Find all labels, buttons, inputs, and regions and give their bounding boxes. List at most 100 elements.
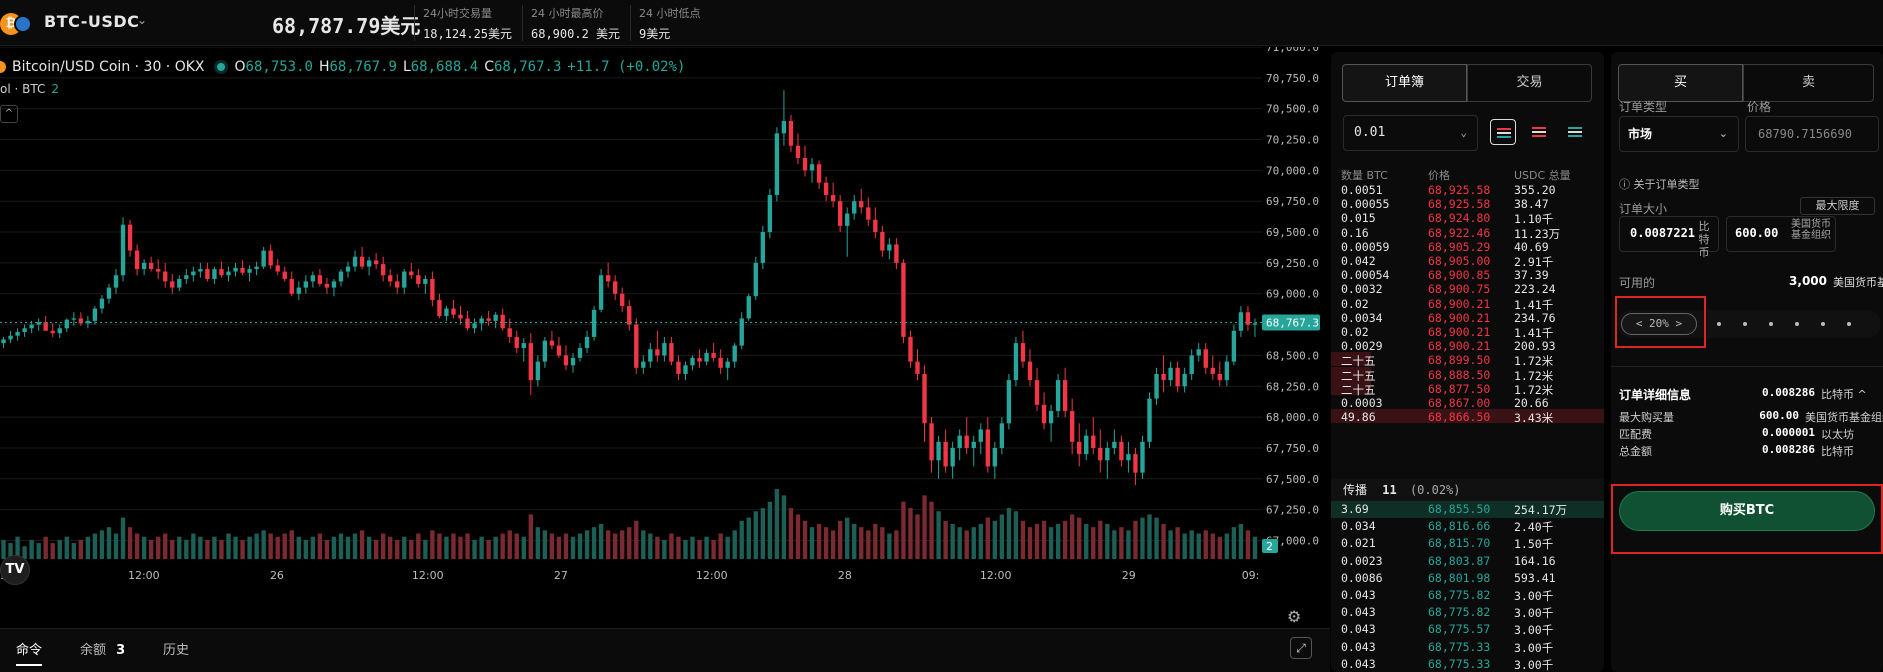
orderbook-qty: 0.015: [1341, 211, 1376, 226]
ask-row[interactable]: 二十五 68,899.50 1.72米: [1331, 352, 1604, 368]
candle-body: [880, 232, 885, 251]
detail-unit-max-buy: 美国货币基金组织: [1805, 411, 1883, 424]
pair-selector[interactable]: BTC-USDC: [44, 12, 140, 31]
notional-input[interactable]: 600.00 美国货币基金组织: [1726, 216, 1836, 252]
detail-value-total: 0.008286: [1762, 443, 1815, 456]
ask-row[interactable]: 0.0029 68,900.21 200.93: [1331, 338, 1604, 353]
orderbook-qty: 0.16: [1341, 225, 1369, 240]
slider-step[interactable]: [1769, 322, 1773, 326]
ask-row[interactable]: 二十五 68,877.50 1.72米: [1331, 380, 1604, 397]
candle-body: [507, 328, 512, 337]
order-details-toggle[interactable]: 比特币 ^: [1821, 388, 1867, 401]
orderbook-panel: 订单簿 交易 0.01 ⌄ 数量 BTC 价格 USDC 总量 0.0051 68,…: [1331, 52, 1604, 672]
candle-body: [971, 441, 976, 448]
size-input[interactable]: 0.0087221 比特币: [1619, 216, 1719, 259]
volume-bar: [64, 536, 69, 559]
volume-bar: [395, 539, 400, 559]
fullscreen-icon[interactable]: ⤢: [1290, 637, 1312, 659]
slider-step[interactable]: [1717, 322, 1721, 326]
size-slider-thumb[interactable]: < 20% >: [1621, 313, 1697, 335]
chevron-down-icon[interactable]: ⌄: [137, 13, 148, 27]
candle-body: [1147, 398, 1152, 442]
tab-trades[interactable]: 交易: [1467, 64, 1592, 102]
orderbook-price: 68,899.50: [1428, 353, 1491, 368]
ask-row[interactable]: 0.042 68,905.00 2.91千: [1331, 253, 1604, 269]
tab-orders[interactable]: 命令: [16, 639, 43, 666]
ask-row[interactable]: 0.00059 68,905.29 40.69: [1331, 239, 1604, 254]
collapse-legend-button[interactable]: ^: [0, 105, 18, 123]
volume-bar: [85, 536, 91, 559]
ask-row[interactable]: 0.0032 68,900.75 223.24: [1331, 281, 1604, 296]
tab-sell[interactable]: 卖: [1743, 64, 1874, 102]
tab-history[interactable]: 历史: [163, 643, 190, 658]
volume-bar: [373, 539, 379, 559]
ask-row[interactable]: 49.86 68,866.50 3.43米: [1331, 409, 1604, 425]
volume-bar: [669, 533, 674, 559]
volume-bar: [170, 539, 175, 559]
ask-row[interactable]: 0.00055 68,925.58 38.47: [1331, 196, 1604, 211]
order-type-select[interactable]: 市场 ⌄: [1619, 116, 1739, 152]
bid-row[interactable]: 0.043 68,775.33 3.00千: [1331, 639, 1604, 656]
slider-step[interactable]: [1821, 322, 1825, 326]
bid-row[interactable]: 0.043 68,775.82 3.00千: [1331, 604, 1604, 621]
bid-row[interactable]: 0.0023 68,803.87 164.16: [1331, 553, 1604, 570]
bid-row[interactable]: 0.043 68,775.57 3.00千: [1331, 621, 1604, 638]
price-chart[interactable]: 71,000.0 70,750.0 70,500.0 70,250.0 70,000.0…: [0, 47, 1322, 627]
slider-step[interactable]: [1743, 322, 1747, 326]
orderbook-price: 68,867.00: [1428, 396, 1491, 410]
tab-buy[interactable]: 买: [1618, 64, 1743, 102]
orderbook-total: 1.72米: [1514, 382, 1554, 397]
view-both-button[interactable]: [1490, 119, 1516, 145]
candle-body: [894, 244, 899, 263]
buy-btc-button[interactable]: 购买BTC: [1619, 491, 1875, 531]
price-input[interactable]: 68790.7156690: [1745, 116, 1879, 152]
view-asks-button[interactable]: [1526, 119, 1552, 145]
volume-bar: [226, 533, 231, 559]
bid-row[interactable]: 0.043 68,775.82 3.00千: [1331, 587, 1604, 604]
view-bids-button[interactable]: [1562, 119, 1588, 145]
bid-row[interactable]: 0.034 68,816.66 2.40千: [1331, 518, 1604, 535]
price-label: 价格: [1747, 100, 1772, 114]
candle-body: [1034, 380, 1040, 405]
y-axis-tick-label: 67,500.0: [1266, 473, 1319, 486]
slider-step[interactable]: [1795, 322, 1799, 326]
candle-body: [331, 281, 337, 288]
candlestick-chart[interactable]: 71,000.0 70,750.0 70,500.0 70,250.0 70,000.0…: [0, 47, 1322, 627]
ask-row[interactable]: 0.02 68,900.21 1.41千: [1331, 324, 1604, 340]
tradingview-logo[interactable]: TV: [0, 555, 30, 585]
ask-row[interactable]: 0.0051 68,925.58 355.20: [1331, 182, 1604, 197]
ask-row[interactable]: 0.0003 68,867.00 20.66: [1331, 395, 1604, 410]
slider-step[interactable]: [1847, 322, 1851, 326]
bid-row[interactable]: 0.043 68,775.33 3.00千: [1331, 656, 1604, 672]
ask-row[interactable]: 0.02 68,900.21 1.41千: [1331, 296, 1604, 312]
orderbook-price: 68,888.50: [1428, 367, 1491, 382]
candle-body: [788, 121, 794, 146]
tab-balances[interactable]: 余额 3: [80, 639, 125, 658]
tick-size-select[interactable]: 0.01 ⌄: [1343, 115, 1478, 151]
ask-row[interactable]: 二十五 68,888.50 1.72米: [1331, 366, 1604, 383]
ask-row[interactable]: 0.0034 68,900.21 234.76: [1331, 310, 1604, 325]
candle-body: [591, 309, 597, 337]
x-axis-tick-label: 27: [554, 569, 568, 582]
gear-icon[interactable]: ⚙: [1287, 607, 1302, 626]
candle-body: [985, 429, 990, 467]
max-button[interactable]: 最大限度: [1800, 197, 1875, 215]
ask-row[interactable]: 0.00054 68,900.85 37.39: [1331, 267, 1604, 282]
volume-bar: [711, 539, 716, 559]
candle-body: [915, 361, 920, 374]
bid-row[interactable]: 0.0086 68,801.98 593.41: [1331, 570, 1604, 587]
bid-row[interactable]: 3.69 68,855.50 254.17万: [1331, 501, 1604, 518]
ask-row[interactable]: 0.015 68,924.80 1.10千: [1331, 210, 1604, 226]
ask-row[interactable]: 0.16 68,922.46 11.23万: [1331, 225, 1604, 241]
bid-row[interactable]: 0.021 68,815.70 1.50千: [1331, 535, 1604, 552]
volume-bar: [852, 524, 857, 559]
spread-label: 传播: [1343, 483, 1368, 497]
orderbook-qty: 0.0051: [1341, 183, 1383, 197]
detail-unit-total: 比特币: [1821, 445, 1854, 458]
candle-body: [584, 336, 590, 349]
candle-body: [493, 314, 498, 321]
tab-orderbook[interactable]: 订单簿: [1342, 64, 1467, 102]
orderbook-qty: 0.0003: [1341, 396, 1383, 410]
top-header: ₿ BTC-USDC ⌄ 68,787.79美元 24小时交易量 18,124.…: [0, 0, 1883, 46]
order-type-help-link[interactable]: ⓘ 关于订单类型: [1619, 178, 1700, 191]
